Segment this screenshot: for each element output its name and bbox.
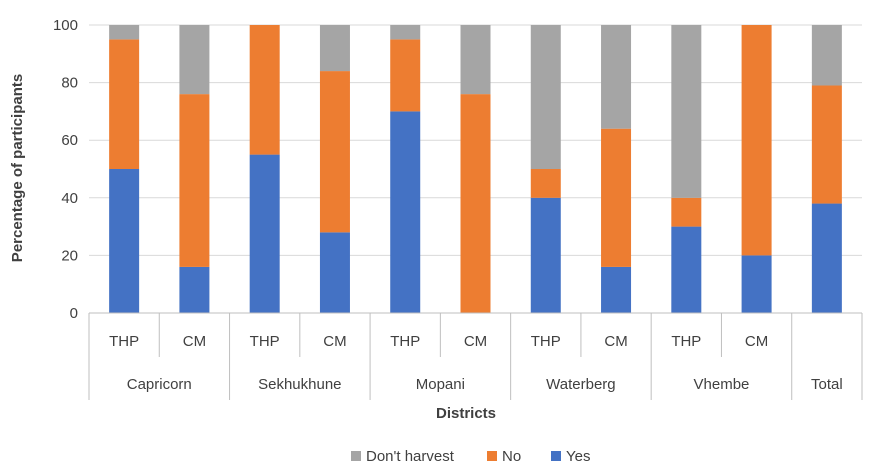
y-tick-label: 40: [61, 190, 78, 207]
x-tick-label: CM: [183, 333, 206, 350]
bar-segment-yes: [671, 226, 702, 313]
bar-segment-yes: [741, 255, 772, 313]
legend-label-don-t-harvest: Don't harvest: [366, 448, 455, 465]
legend: Don't harvest No Yes: [351, 448, 590, 465]
bar-segment-no: [811, 85, 842, 204]
y-tick-label: 60: [61, 132, 78, 149]
bar-segment-don-t-harvest: [109, 25, 140, 40]
bar-segment-no: [179, 94, 210, 267]
legend-swatch-don-t-harvest: [351, 451, 361, 461]
x-tick-label: THP: [390, 333, 420, 350]
bar-segment-no: [460, 94, 491, 314]
bar-segment-no: [390, 39, 421, 112]
x-tick-label: THP: [250, 333, 280, 350]
group-label: Mopani: [416, 376, 465, 393]
bar-segment-no: [530, 169, 561, 198]
x-tick-label: CM: [604, 333, 627, 350]
bar-segment-don-t-harvest: [319, 25, 350, 72]
x-tick-label: THP: [671, 333, 701, 350]
bar-segment-yes: [109, 169, 140, 313]
group-label: Sekhukhune: [258, 376, 341, 393]
bar-segment-yes: [811, 203, 842, 313]
bar-segment-no: [741, 25, 772, 256]
x-tick-label: CM: [464, 333, 487, 350]
bar-segment-no: [671, 197, 702, 227]
bar-segment-no: [319, 71, 350, 233]
group-label: Total: [811, 376, 843, 393]
y-tick-label: 80: [61, 75, 78, 92]
x-tick-label: THP: [531, 333, 561, 350]
legend-swatch-no: [487, 451, 497, 461]
bar-segment-yes: [249, 154, 280, 313]
bar-segment-yes: [319, 232, 350, 313]
bar-segment-don-t-harvest: [601, 25, 632, 129]
bar-segment-yes: [179, 266, 210, 313]
bar-segment-no: [601, 128, 632, 267]
bar-segment-don-t-harvest: [460, 25, 491, 95]
group-label: Capricorn: [127, 376, 192, 393]
bar-segment-yes: [601, 266, 632, 313]
legend-swatch-yes: [551, 451, 561, 461]
y-tick-labels: 0 20 40 60 80 100: [53, 17, 78, 322]
bars: [109, 25, 842, 314]
x-tick-label: CM: [745, 333, 768, 350]
x-axis-title: Districts: [436, 405, 496, 422]
bar-segment-yes: [390, 111, 421, 314]
bar-segment-don-t-harvest: [530, 25, 561, 169]
group-label: Waterberg: [546, 376, 615, 393]
bar-segment-don-t-harvest: [811, 25, 842, 86]
x-tick-label: THP: [109, 333, 139, 350]
bar-segment-don-t-harvest: [671, 25, 702, 198]
y-tick-label: 100: [53, 17, 78, 34]
y-axis-title: Percentage of participants: [9, 74, 26, 262]
legend-label-no: No: [502, 448, 521, 465]
bar-segment-no: [109, 39, 140, 170]
x-axis: THP CM THP CM THP CM THP CM THP CM Capricorn Sekhuk…: [88, 312, 863, 400]
legend-label-yes: Yes: [566, 448, 590, 465]
y-tick-label: 0: [70, 305, 78, 322]
group-label: Vhembe: [694, 376, 750, 393]
y-tick-label: 20: [61, 247, 78, 264]
bar-segment-don-t-harvest: [390, 25, 421, 40]
x-tick-label: CM: [323, 333, 346, 350]
bar-segment-yes: [530, 197, 561, 313]
bar-segment-no: [249, 25, 280, 155]
bar-segment-don-t-harvest: [179, 25, 210, 95]
